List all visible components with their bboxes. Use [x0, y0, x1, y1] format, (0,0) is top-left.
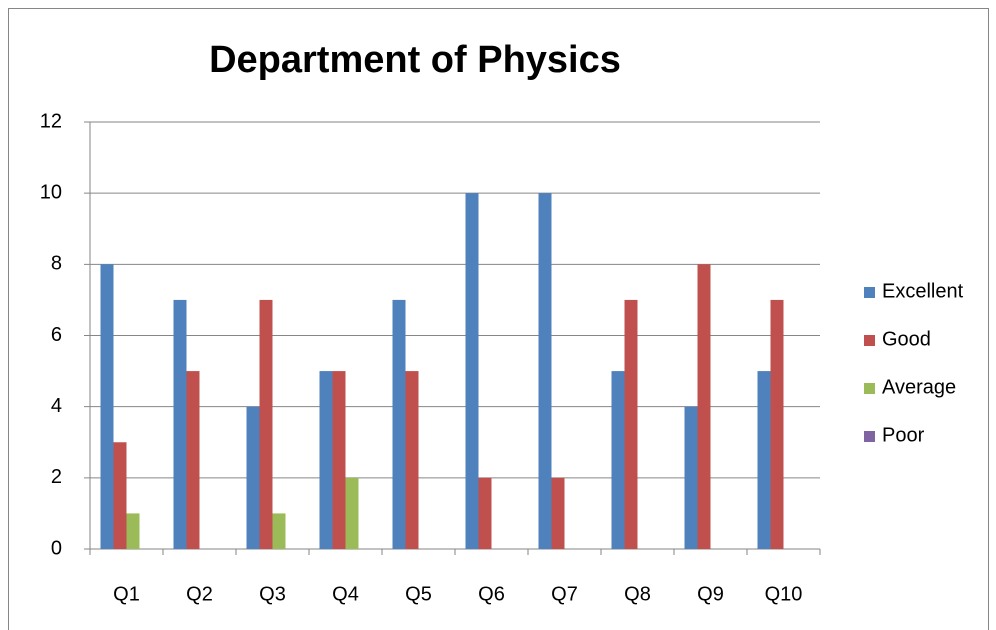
x-tick-label: Q1	[113, 583, 140, 605]
legend-label: Good	[882, 328, 931, 350]
legend-label: Poor	[882, 424, 925, 446]
bar	[259, 299, 273, 549]
bar	[100, 264, 114, 549]
bar	[173, 299, 187, 549]
x-tick-label: Q4	[332, 583, 359, 605]
bar	[465, 193, 479, 549]
y-tick-label: 2	[51, 466, 62, 488]
bar	[551, 477, 565, 549]
bar	[697, 264, 711, 549]
bar	[319, 371, 333, 549]
bar	[684, 406, 698, 549]
y-tick-label: 4	[51, 395, 62, 417]
x-tick-label: Q2	[186, 583, 213, 605]
legend-swatch	[864, 335, 875, 346]
x-tick-label: Q10	[765, 583, 803, 605]
legend-swatch	[864, 383, 875, 394]
bar	[405, 371, 419, 549]
legend-label: Excellent	[882, 280, 964, 302]
x-tick-label: Q7	[551, 583, 578, 605]
bar	[392, 299, 406, 549]
bar	[332, 371, 346, 549]
bar	[126, 513, 140, 549]
bar	[757, 371, 771, 549]
chart-border	[8, 8, 989, 630]
y-tick-label: 10	[40, 181, 62, 203]
y-tick-label: 0	[51, 537, 62, 559]
y-tick-label: 8	[51, 253, 62, 275]
bar	[345, 477, 359, 549]
y-tick-label: 12	[40, 110, 62, 132]
y-tick-label: 6	[51, 324, 62, 346]
bar	[624, 299, 638, 549]
legend-swatch	[864, 287, 875, 298]
x-tick-label: Q6	[478, 583, 505, 605]
legend-swatch	[864, 431, 875, 442]
bar	[538, 193, 552, 549]
x-tick-label: Q8	[624, 583, 651, 605]
bar	[246, 406, 260, 549]
x-tick-label: Q5	[405, 583, 432, 605]
chart-title: Department of Physics	[209, 39, 621, 81]
x-tick-label: Q9	[697, 583, 724, 605]
bar	[272, 513, 286, 549]
bar	[186, 371, 200, 549]
bar	[113, 442, 127, 549]
legend-label: Average	[882, 376, 956, 398]
bar	[478, 477, 492, 549]
bar	[611, 371, 625, 549]
bar	[770, 299, 784, 549]
x-tick-label: Q3	[259, 583, 286, 605]
